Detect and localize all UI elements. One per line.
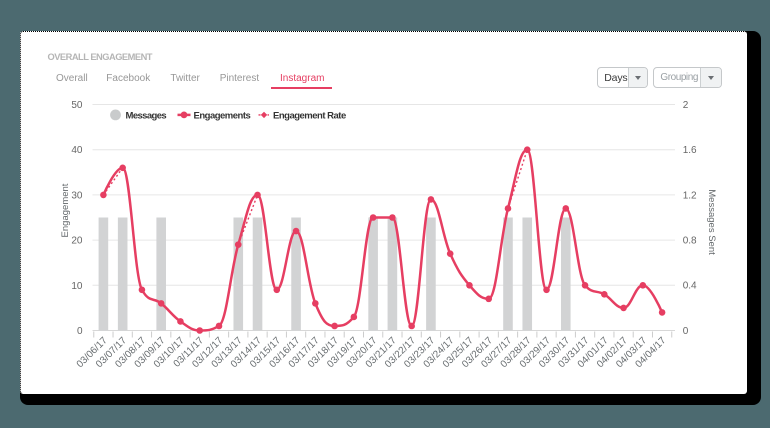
- svg-text:50: 50: [71, 100, 83, 111]
- svg-text:20: 20: [71, 236, 83, 247]
- svg-text:0.4: 0.4: [683, 281, 697, 292]
- svg-text:0: 0: [77, 326, 83, 337]
- svg-text:0.8: 0.8: [683, 236, 697, 247]
- svg-text:Engagement Rate: Engagement Rate: [273, 110, 346, 121]
- svg-text:30: 30: [71, 190, 83, 201]
- svg-text:1.2: 1.2: [683, 190, 697, 201]
- svg-text:1.6: 1.6: [683, 145, 697, 156]
- svg-text:Messages Sent: Messages Sent: [706, 189, 717, 255]
- svg-text:40: 40: [71, 145, 83, 156]
- svg-text:Messages: Messages: [126, 110, 167, 121]
- svg-text:Engagements: Engagements: [194, 110, 251, 121]
- svg-text:Engagement: Engagement: [60, 183, 71, 237]
- svg-text:2: 2: [683, 100, 689, 111]
- svg-text:10: 10: [71, 281, 83, 292]
- svg-text:0: 0: [683, 326, 689, 337]
